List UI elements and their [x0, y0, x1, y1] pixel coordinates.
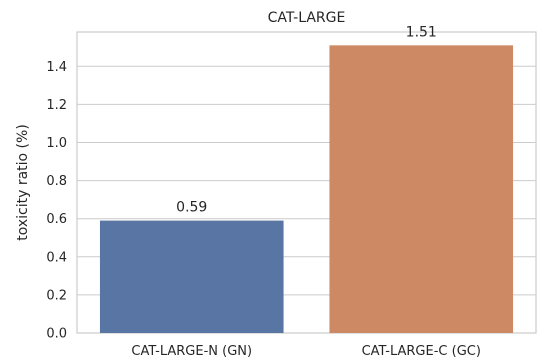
bar	[99, 220, 284, 333]
y-tick-label: 1.4	[46, 60, 67, 75]
y-tick-label: 0.4	[46, 250, 67, 265]
y-axis-label: toxicity ratio (%)	[15, 124, 31, 241]
bar	[329, 45, 514, 333]
data-label: 1.51	[406, 24, 437, 40]
y-tick-label: 0.6	[46, 212, 67, 227]
x-tick-label: CAT-LARGE-C (GC)	[362, 344, 481, 359]
y-tick-label: 1.2	[46, 98, 67, 113]
y-tick-label: 1.0	[46, 136, 67, 151]
bars	[99, 45, 514, 333]
y-tick-label: 0.8	[46, 174, 67, 189]
y-tick-label: 0.0	[46, 327, 67, 342]
y-tick-label: 0.2	[46, 288, 67, 303]
y-tick-labels: 0.0 0.2 0.4 0.6 0.8 1.0 1.2 1.4	[46, 60, 67, 342]
data-label: 0.59	[176, 200, 207, 216]
x-tick-label: CAT-LARGE-N (GN)	[131, 344, 252, 359]
chart-title: CAT-LARGE	[268, 10, 346, 26]
data-labels: 0.59 1.51	[176, 24, 437, 215]
x-tick-labels: CAT-LARGE-N (GN) CAT-LARGE-C (GC)	[131, 344, 481, 359]
